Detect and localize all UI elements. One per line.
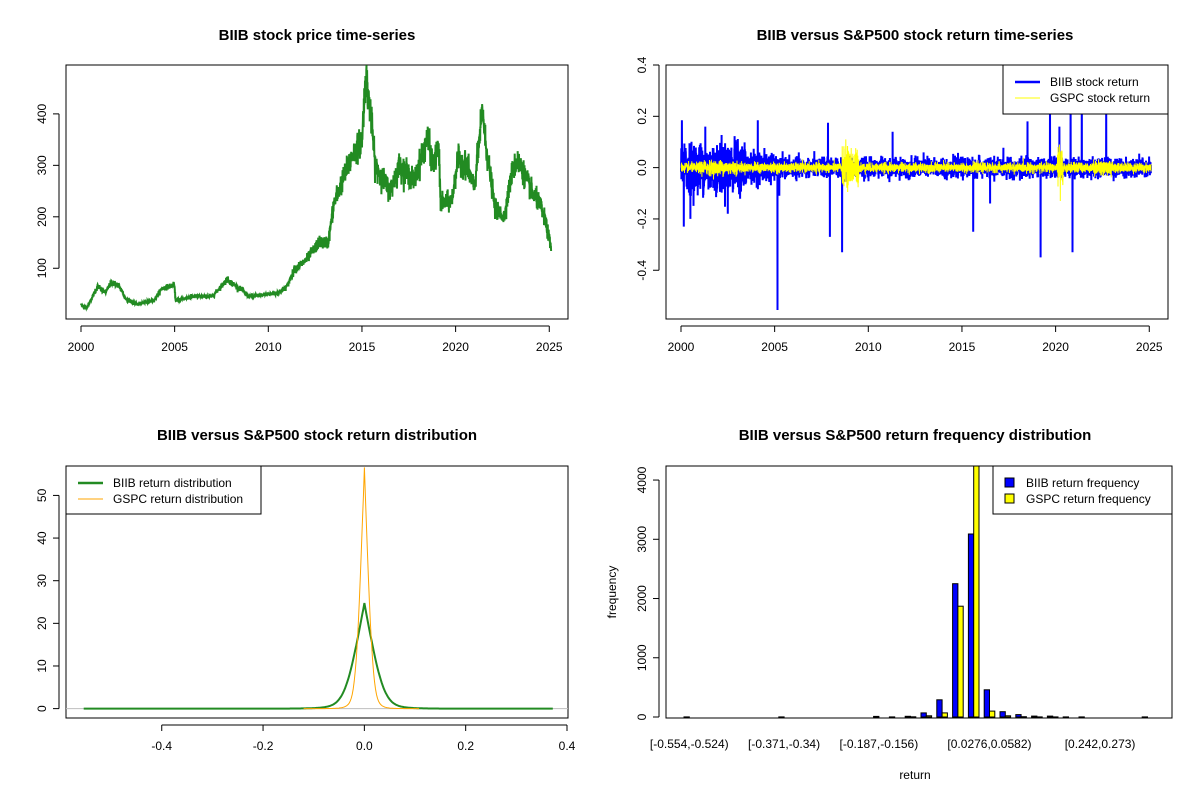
- legend-label: GSPC return distribution: [113, 492, 243, 506]
- legend-box: [1003, 65, 1168, 114]
- biib-bar: [1016, 715, 1021, 717]
- y-tick-label: 40: [35, 531, 49, 545]
- legend-box: [993, 466, 1172, 514]
- legend-label: GSPC stock return: [1050, 91, 1150, 105]
- y-tick-label: -0.4: [635, 260, 649, 281]
- y-tick-label: 0: [635, 713, 649, 720]
- legend-label: GSPC return frequency: [1026, 492, 1151, 506]
- y-tick-label: 50: [35, 488, 49, 502]
- biib-bar: [921, 713, 926, 717]
- y-tick-label: 1000: [635, 644, 649, 671]
- biib-bar: [968, 534, 973, 717]
- gspc-bar: [1005, 716, 1010, 717]
- x-tick-label: -0.2: [253, 739, 274, 753]
- y-tick-label: 30: [35, 574, 49, 588]
- y-tick-label: 0.4: [635, 56, 649, 73]
- x-tick-label: 0.0: [356, 739, 373, 753]
- biib-density-line: [84, 603, 553, 709]
- x-tick-label: 2020: [442, 340, 469, 354]
- gspc-bar: [926, 716, 931, 717]
- y-axis-label: frequency: [605, 566, 619, 619]
- legend-label: BIIB stock return: [1050, 75, 1139, 89]
- x-tick-label: 2010: [255, 340, 282, 354]
- y-tick-label: 10: [35, 659, 49, 673]
- chart-title: BIIB versus S&P500 stock return distribu…: [157, 427, 477, 444]
- x-tick-label: [0.0276,0.0582): [947, 737, 1031, 751]
- y-tick-label: 2000: [635, 585, 649, 612]
- biib-bar: [1047, 716, 1052, 717]
- x-tick-label: 0.4: [559, 739, 576, 753]
- y-tick-label: 0: [35, 705, 49, 712]
- y-tick-label: 4000: [635, 466, 649, 493]
- x-tick-label: [-0.187,-0.156): [840, 737, 919, 751]
- x-tick-label: [-0.554,-0.524): [650, 737, 729, 751]
- y-tick-label: 400: [35, 104, 49, 124]
- x-tick-label: 2015: [349, 340, 376, 354]
- return-timeseries-chart: BIIB versus S&P500 stock return time-ser…: [635, 27, 1168, 354]
- chart-title: BIIB versus S&P500 stock return time-ser…: [757, 27, 1074, 44]
- y-tick-label: 0.2: [635, 108, 649, 125]
- biib-bar: [905, 716, 910, 717]
- x-tick-label: -0.4: [151, 739, 172, 753]
- legend-box: [66, 466, 261, 514]
- biib-bar: [937, 700, 942, 717]
- biib-bar: [1000, 712, 1005, 717]
- biib-bar: [984, 690, 989, 717]
- y-tick-label: 0.0: [635, 159, 649, 176]
- x-tick-label: 2005: [161, 340, 188, 354]
- y-tick-label: 200: [35, 206, 49, 226]
- x-tick-label: 2010: [855, 340, 882, 354]
- y-tick-label: 3000: [635, 526, 649, 553]
- x-axis-label: return: [899, 768, 930, 782]
- gspc-density-line: [304, 467, 420, 708]
- chart-title: BIIB versus S&P500 return frequency dist…: [739, 427, 1092, 444]
- return-frequency-chart: BIIB versus S&P500 return frequency dist…: [605, 427, 1172, 782]
- x-tick-label: [-0.371,-0.34): [748, 737, 820, 751]
- y-tick-label: 300: [35, 155, 49, 175]
- biib-bar: [874, 716, 879, 717]
- legend-label: BIIB return distribution: [113, 476, 232, 490]
- x-tick-label: 2000: [68, 340, 95, 354]
- x-tick-label: 2000: [668, 340, 695, 354]
- y-tick-label: 20: [35, 616, 49, 630]
- y-tick-label: -0.2: [635, 208, 649, 229]
- chart-title: BIIB stock price time-series: [219, 27, 416, 44]
- biib-bar: [1032, 716, 1037, 717]
- gspc-bar: [990, 711, 995, 717]
- gspc-bar: [958, 606, 963, 717]
- legend-swatch: [1005, 478, 1014, 487]
- price-chart: BIIB stock price time-series 2000 2005 2010…: [35, 27, 568, 354]
- gspc-bar: [974, 466, 979, 717]
- legend-swatch: [1005, 494, 1014, 503]
- x-tick-label: 2020: [1042, 340, 1069, 354]
- biib-bar: [953, 584, 958, 717]
- x-tick-label: 2005: [761, 340, 788, 354]
- price-line: [81, 65, 551, 309]
- x-tick-label: 2015: [949, 340, 976, 354]
- y-tick-label: 100: [35, 258, 49, 278]
- legend-label: BIIB return frequency: [1026, 476, 1139, 490]
- return-density-chart: BIIB versus S&P500 stock return distribu…: [35, 427, 576, 753]
- x-tick-label: 2025: [1136, 340, 1163, 354]
- x-tick-label: 0.2: [457, 739, 474, 753]
- x-tick-label: 2025: [536, 340, 563, 354]
- x-tick-label: [0.242,0.273): [1065, 737, 1136, 751]
- gspc-bar: [942, 713, 947, 717]
